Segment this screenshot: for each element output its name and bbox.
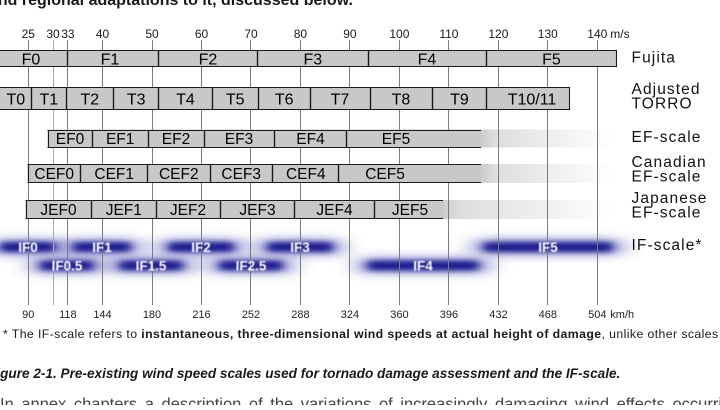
svg-text:70: 70 bbox=[244, 27, 258, 41]
svg-text:40: 40 bbox=[96, 27, 110, 41]
svg-text:216: 216 bbox=[192, 309, 210, 321]
svg-text:JEF0: JEF0 bbox=[40, 202, 77, 219]
svg-text:90: 90 bbox=[343, 27, 357, 41]
svg-text:JEF1: JEF1 bbox=[106, 202, 142, 219]
svg-text:km/h: km/h bbox=[610, 309, 634, 321]
svg-text:25: 25 bbox=[22, 27, 36, 41]
svg-text:396: 396 bbox=[440, 309, 458, 321]
svg-text:CEF4: CEF4 bbox=[286, 166, 326, 183]
svg-text:Adjusted: Adjusted bbox=[632, 81, 701, 98]
svg-text:130: 130 bbox=[538, 27, 558, 41]
svg-text:IF-scale*: IF-scale* bbox=[632, 237, 703, 254]
svg-text:F1: F1 bbox=[101, 51, 120, 68]
svg-text:F2: F2 bbox=[199, 51, 218, 68]
svg-text:60: 60 bbox=[195, 27, 209, 41]
svg-text:144: 144 bbox=[93, 309, 111, 321]
svg-text:324: 324 bbox=[341, 309, 359, 321]
svg-text:100: 100 bbox=[389, 27, 409, 41]
svg-text:JEF3: JEF3 bbox=[239, 202, 275, 219]
svg-text:120: 120 bbox=[488, 27, 508, 41]
svg-text:CEF1: CEF1 bbox=[94, 166, 134, 183]
svg-text:110: 110 bbox=[439, 27, 458, 41]
svg-text:EF1: EF1 bbox=[106, 131, 134, 148]
svg-text:T2: T2 bbox=[80, 91, 99, 108]
svg-text:IF1.5: IF1.5 bbox=[136, 259, 167, 274]
svg-text:CEF3: CEF3 bbox=[221, 166, 261, 183]
svg-text:T5: T5 bbox=[226, 91, 245, 108]
svg-text:288: 288 bbox=[291, 309, 309, 321]
svg-text:IF2: IF2 bbox=[191, 240, 211, 255]
svg-text:TORRO: TORRO bbox=[632, 96, 693, 113]
svg-text:F3: F3 bbox=[303, 51, 322, 68]
svg-text:118: 118 bbox=[59, 309, 77, 321]
svg-text:T3: T3 bbox=[127, 91, 146, 108]
svg-text:EF5: EF5 bbox=[382, 131, 410, 148]
svg-text:IF5: IF5 bbox=[538, 240, 558, 255]
svg-text:In annex chapters a descriptio: In annex chapters a description of the v… bbox=[0, 396, 720, 406]
svg-text:CEF0: CEF0 bbox=[34, 166, 74, 183]
svg-text:90: 90 bbox=[22, 309, 34, 321]
svg-text:EF-scale: EF-scale bbox=[632, 169, 702, 186]
svg-text:* The IF-scale refers to insta: * The IF-scale refers to instantaneous, … bbox=[3, 327, 719, 341]
svg-text:IF1: IF1 bbox=[92, 240, 112, 255]
svg-text:T8: T8 bbox=[392, 91, 411, 108]
svg-text:T6: T6 bbox=[275, 91, 294, 108]
svg-text:Figure 2-1. Pre-existing wind: Figure 2-1. Pre-existing wind speed scal… bbox=[0, 366, 620, 381]
svg-text:T10/11: T10/11 bbox=[508, 91, 557, 108]
svg-text:30: 30 bbox=[46, 27, 60, 41]
svg-text:F0: F0 bbox=[22, 51, 41, 68]
svg-text:T4: T4 bbox=[176, 91, 195, 108]
svg-text:EF0: EF0 bbox=[56, 131, 85, 148]
svg-text:50: 50 bbox=[145, 27, 159, 41]
svg-text:IF2.5: IF2.5 bbox=[236, 259, 267, 274]
svg-text:EF4: EF4 bbox=[296, 131, 325, 148]
svg-text:Canadian: Canadian bbox=[632, 154, 707, 171]
svg-text:T1: T1 bbox=[39, 91, 58, 108]
svg-text:180: 180 bbox=[143, 309, 161, 321]
svg-text:and regional adaptations to it: and regional adaptations to it, discusse… bbox=[0, 0, 353, 9]
svg-text:JEF4: JEF4 bbox=[316, 202, 353, 219]
svg-text:IF4: IF4 bbox=[413, 259, 433, 274]
svg-text:IF0.5: IF0.5 bbox=[52, 259, 83, 274]
svg-text:IF0: IF0 bbox=[18, 240, 38, 255]
svg-text:JEF2: JEF2 bbox=[170, 202, 206, 219]
svg-text:Japanese: Japanese bbox=[632, 190, 708, 207]
svg-text:468: 468 bbox=[539, 309, 557, 321]
svg-text:T7: T7 bbox=[331, 91, 350, 108]
svg-text:EF-scale: EF-scale bbox=[632, 205, 702, 222]
svg-text:CEF5: CEF5 bbox=[365, 166, 405, 183]
svg-text:CEF2: CEF2 bbox=[159, 166, 199, 183]
svg-text:F4: F4 bbox=[418, 51, 437, 68]
svg-text:EF-scale: EF-scale bbox=[632, 129, 702, 146]
svg-text:IF3: IF3 bbox=[290, 240, 310, 255]
svg-text:252: 252 bbox=[242, 309, 260, 321]
svg-text:504: 504 bbox=[588, 309, 606, 321]
svg-text:F5: F5 bbox=[542, 51, 561, 68]
svg-text:Fujita: Fujita bbox=[632, 50, 677, 67]
svg-text:140: 140 bbox=[587, 27, 607, 41]
svg-text:432: 432 bbox=[489, 309, 507, 321]
svg-text:360: 360 bbox=[390, 309, 408, 321]
svg-text:33: 33 bbox=[61, 27, 75, 41]
svg-text:T0: T0 bbox=[6, 91, 25, 108]
svg-text:m/s: m/s bbox=[610, 27, 629, 41]
svg-text:T9: T9 bbox=[450, 91, 469, 108]
svg-text:JEF5: JEF5 bbox=[392, 202, 428, 219]
svg-text:80: 80 bbox=[294, 27, 308, 41]
svg-text:EF2: EF2 bbox=[162, 131, 190, 148]
svg-text:EF3: EF3 bbox=[225, 131, 253, 148]
